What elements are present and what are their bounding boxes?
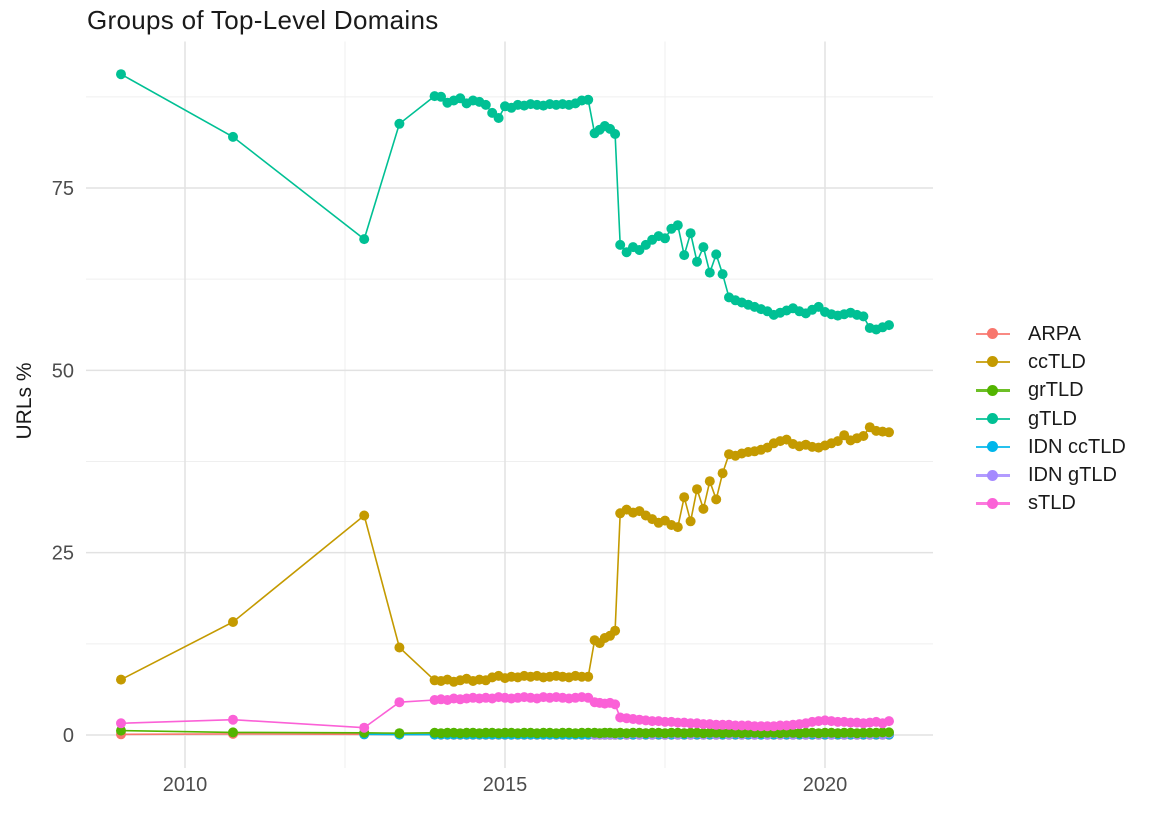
axis-labels-layer: 2010 2015 2020 0 25 50 75	[52, 178, 848, 796]
data-point	[711, 494, 722, 505]
legend-label: IDN ccTLD	[1028, 435, 1126, 458]
data-point	[359, 234, 370, 245]
data-point	[615, 239, 626, 250]
data-point	[116, 674, 126, 685]
data-point	[698, 503, 709, 514]
data-point	[858, 431, 869, 441]
y-tick-label: 0	[63, 725, 74, 747]
legend-key-line-dot-icon	[976, 497, 1010, 510]
data-point	[685, 228, 696, 239]
data-point	[692, 256, 702, 267]
data-point	[660, 233, 670, 244]
data-point	[493, 113, 504, 123]
x-tick-label: 2020	[803, 774, 848, 796]
data-point	[436, 91, 446, 102]
y-tick-label: 50	[52, 360, 74, 382]
data-point	[672, 220, 683, 231]
data-point	[698, 242, 709, 253]
data-point	[679, 492, 690, 503]
data-point	[610, 699, 621, 710]
data-point	[116, 725, 126, 736]
data-point	[583, 94, 594, 105]
data-point	[672, 522, 683, 533]
series-gtld	[116, 69, 894, 335]
data-point	[228, 617, 238, 627]
data-point	[394, 697, 405, 708]
data-point	[884, 427, 894, 438]
legend-label: grTLD	[1028, 379, 1084, 402]
legend-key-line-dot-icon	[976, 356, 1010, 368]
data-point	[228, 131, 238, 142]
legend-item-idn-gtld: IDN gTLD	[976, 461, 1126, 489]
data-point	[583, 671, 594, 682]
data-point	[610, 625, 621, 636]
legend-item-arpa: ARPA	[976, 320, 1126, 348]
series-cctld	[116, 422, 894, 687]
legend-label: sTLD	[1028, 492, 1076, 515]
data-point	[228, 714, 238, 725]
legend-key-line-dot-icon	[976, 413, 1010, 425]
data-point	[685, 516, 696, 527]
legend-key-line-dot-icon	[976, 384, 1010, 397]
legend-key-line-dot-icon	[976, 328, 1010, 340]
grid-layer	[86, 41, 933, 768]
data-point	[711, 249, 722, 260]
data-point	[858, 311, 869, 322]
legend-item-stld: sTLD	[976, 490, 1126, 518]
series-grtld	[116, 725, 894, 739]
data-point	[394, 642, 405, 653]
data-point	[704, 267, 715, 278]
data-point	[359, 510, 370, 521]
legend: ARPA ccTLD grTLD gTLD IDN ccTLD IDN gTLD…	[976, 320, 1126, 518]
y-tick-label: 25	[52, 543, 74, 565]
data-point	[610, 129, 621, 139]
data-point	[717, 269, 728, 280]
data-point	[116, 718, 126, 729]
data-point	[116, 69, 126, 80]
legend-label: gTLD	[1028, 407, 1077, 430]
x-tick-label: 2015	[483, 774, 528, 796]
data-point	[480, 99, 491, 110]
legend-label: IDN gTLD	[1028, 464, 1117, 487]
data-point	[228, 727, 238, 738]
legend-item-grtld: grTLD	[976, 377, 1126, 405]
x-tick-label: 2010	[163, 774, 208, 796]
y-axis-title: URLs %	[13, 362, 36, 440]
data-point	[679, 250, 690, 261]
data-point	[884, 716, 894, 727]
data-point	[832, 436, 843, 447]
data-point	[717, 468, 728, 479]
legend-key-line-dot-icon	[976, 441, 1010, 453]
legend-item-cctld: ccTLD	[976, 348, 1126, 376]
data-point	[692, 484, 702, 495]
legend-key-line-dot-icon	[976, 469, 1010, 482]
y-tick-label: 75	[52, 178, 74, 200]
legend-label: ccTLD	[1028, 350, 1086, 373]
chart-title: Groups of Top-Level Domains	[87, 5, 439, 35]
data-point	[359, 722, 370, 733]
legend-item-idn-cctld: IDN ccTLD	[976, 433, 1126, 461]
data-point	[884, 320, 894, 331]
data-point	[394, 728, 405, 739]
data-point	[704, 476, 715, 487]
data-point	[884, 727, 894, 738]
legend-label: ARPA	[1028, 322, 1081, 345]
series-stld	[116, 692, 894, 733]
series-layer	[116, 69, 894, 740]
data-point	[394, 118, 405, 129]
legend-item-gtld: gTLD	[976, 405, 1126, 433]
